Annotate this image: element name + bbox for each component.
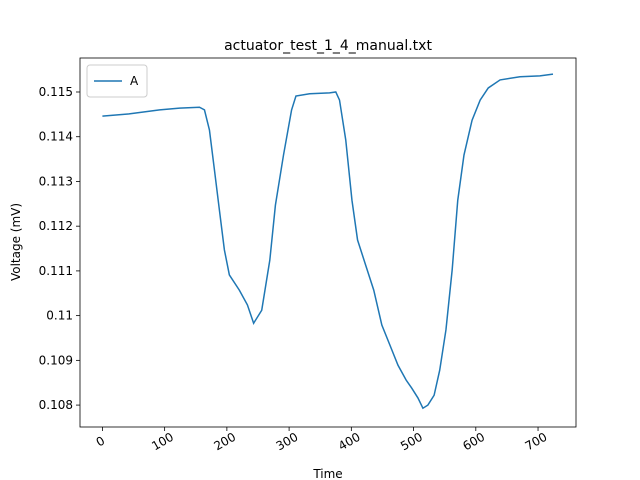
y-tick-label: 0.113 <box>39 174 73 188</box>
data-line <box>102 73 554 410</box>
x-tick-label: 0 <box>94 434 108 450</box>
y-tick-label: 0.108 <box>39 398 73 412</box>
y-tick-label: 0.114 <box>39 130 73 144</box>
x-tick-label: 500 <box>398 430 425 454</box>
chart-title: actuator_test_1_4_manual.txt <box>224 38 432 54</box>
y-tick-label: 0.115 <box>39 85 73 99</box>
y-tick-label: 0.11 <box>46 309 73 323</box>
y-tick-label: 0.112 <box>39 219 73 233</box>
x-axis-label: Time <box>312 467 342 480</box>
x-tick-label: 300 <box>274 430 301 454</box>
x-tick-label: 100 <box>149 430 176 454</box>
x-tick-label: 200 <box>211 430 238 454</box>
x-tick-label: 700 <box>523 430 550 454</box>
y-tick-label: 0.111 <box>39 264 73 278</box>
y-axis-label: Voltage (mV) <box>9 203 23 281</box>
y-tick-label: 0.109 <box>39 353 73 367</box>
plot-frame <box>79 57 577 428</box>
x-tick-label: 400 <box>336 430 363 454</box>
legend-label: A <box>130 74 139 88</box>
x-tick-label: 600 <box>460 430 487 454</box>
